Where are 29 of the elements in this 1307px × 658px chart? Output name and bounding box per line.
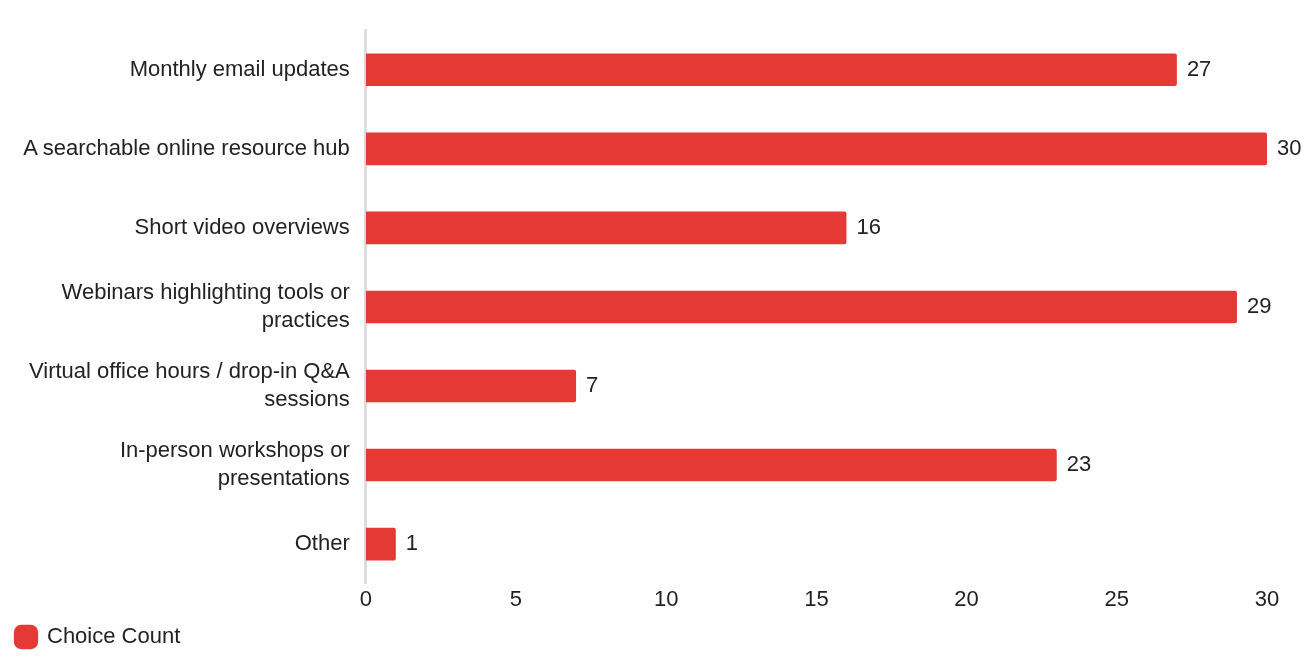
data-label: 23 [1066,451,1092,477]
x-tick-label: 10 [653,585,679,611]
data-label: 29 [1246,293,1272,319]
bar [365,448,1057,482]
y-tick-label: A searchable online resource hub [23,134,350,160]
bar [365,53,1177,87]
x-tick-label: 30 [1254,585,1280,611]
bar [365,369,577,403]
data-label: 30 [1277,134,1302,160]
bar [365,132,1267,166]
data-label: 27 [1186,55,1212,81]
x-tick-label: 0 [359,585,372,611]
bar [365,527,396,561]
x-tick-label: 20 [954,585,979,611]
y-tick-label: Webinars highlighting tools or practices [61,278,350,333]
y-tick-label: Other [294,530,350,556]
bar [365,290,1237,324]
x-tick-label: 15 [804,585,829,611]
x-tick-label: 5 [509,585,523,611]
y-tick-label: Short video overviews [134,213,350,239]
data-label: 7 [586,372,599,398]
data-label: 16 [856,213,881,239]
y-tick-label: In-person workshops or presentations [119,436,350,491]
x-tick-label: 25 [1104,585,1130,611]
legend-label: Choice Count [47,623,181,649]
bar [365,211,847,245]
y-tick-label: Virtual office hours / drop-in Q&A sessions [28,357,351,412]
y-tick-label: Monthly email updates [129,55,350,81]
data-label: 1 [405,530,419,556]
